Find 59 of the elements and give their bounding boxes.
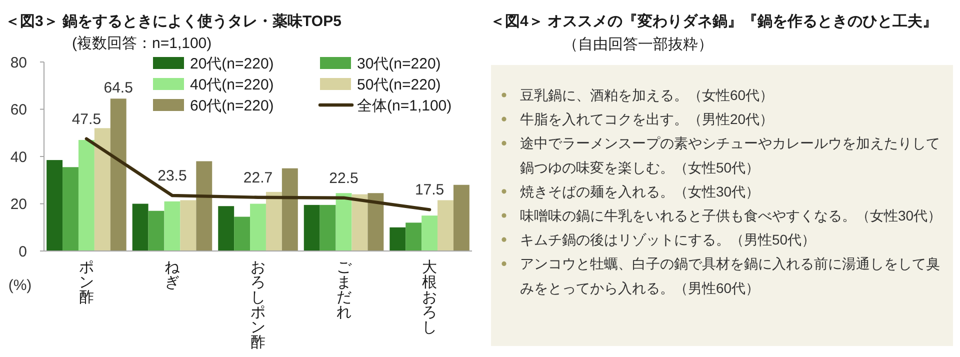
x-tick-label: ごまだれ <box>336 259 352 321</box>
bar <box>368 193 384 251</box>
bar <box>422 216 438 251</box>
bar <box>390 227 406 251</box>
text: 味噌味の鍋に牛乳をいれると子供も食べやすくなる。（女性30代） <box>520 208 942 224</box>
bar <box>78 140 94 251</box>
bar <box>320 204 336 251</box>
legend-label: 全体(n=1,100) <box>357 97 452 114</box>
bar <box>282 168 298 251</box>
bar <box>62 167 78 251</box>
bar <box>266 192 282 251</box>
bar <box>132 204 148 251</box>
bar <box>164 201 180 251</box>
y-axis-title: (%) <box>8 277 32 294</box>
y-tick-label: 40 <box>10 148 27 166</box>
bar <box>234 216 250 251</box>
x-tick-label: おろしポン酢 <box>250 259 266 351</box>
text: 途中でラーメンスープの素やシチューやカレールウを加えたりして鍋つゆの味変を楽しむ。（女性50代） <box>520 135 940 176</box>
legend-label: 20代(n=220) <box>190 55 274 72</box>
bar <box>438 200 454 251</box>
data-label: 47.5 <box>72 110 102 128</box>
chart-subtitle: (複数回答：n=1,100) <box>72 35 212 52</box>
x-tick-label: 大根おろし <box>422 259 438 336</box>
bar <box>180 200 196 251</box>
data-label: 64.5 <box>104 80 133 97</box>
bar <box>304 204 320 251</box>
text: ＜図4＞ オススメの『変わりダネ鍋』『鍋を作るときのひと工夫』 <box>490 12 938 30</box>
data-label: 17.5 <box>414 182 444 199</box>
text: キムチ鍋の後はリゾットにする。（男性50代） <box>520 232 816 248</box>
bar <box>46 160 63 251</box>
legend-label: 30代(n=220) <box>357 55 441 72</box>
text: （自由回答一部抜粋） <box>563 36 713 53</box>
data-label: 22.7 <box>243 169 273 186</box>
bar <box>406 222 422 251</box>
bar <box>352 194 368 251</box>
y-tick-label: 20 <box>10 196 27 213</box>
bar <box>110 98 126 251</box>
legend-label: 40代(n=220) <box>190 76 274 94</box>
text: 焼きそばの麺を入れる。（女性30代） <box>520 183 760 200</box>
bar <box>336 193 352 251</box>
bar <box>148 210 164 251</box>
bar <box>196 161 212 251</box>
y-tick-label: 60 <box>10 102 27 118</box>
text: 牛脂を入れてコクを出す。（男性20代） <box>520 111 774 128</box>
bar <box>250 204 266 251</box>
text: アンコウと牡蠣、白子の鍋で具材を鍋に入れる前に湯通しをして臭みをとってから入れる。（男性60代） <box>520 256 940 296</box>
data-label: 23.5 <box>158 167 187 184</box>
data-label: 22.5 <box>329 170 358 187</box>
x-tick-label: ポン酢 <box>78 259 94 306</box>
bar <box>218 206 234 251</box>
y-tick-label: 80 <box>10 54 27 72</box>
bar <box>94 128 110 251</box>
y-tick-label: 0 <box>18 243 27 260</box>
x-tick-label: ねぎ <box>164 259 181 291</box>
legend-label: 60代(n=220) <box>190 97 274 114</box>
chart-title: ＜図3＞ 鍋をするときによく使うタレ・薬味TOP5 <box>5 13 342 30</box>
text: 豆乳鍋に、酒粕を加える。（女性60代） <box>520 87 774 103</box>
bar <box>453 184 470 251</box>
legend-label: 50代(n=220) <box>357 76 441 94</box>
